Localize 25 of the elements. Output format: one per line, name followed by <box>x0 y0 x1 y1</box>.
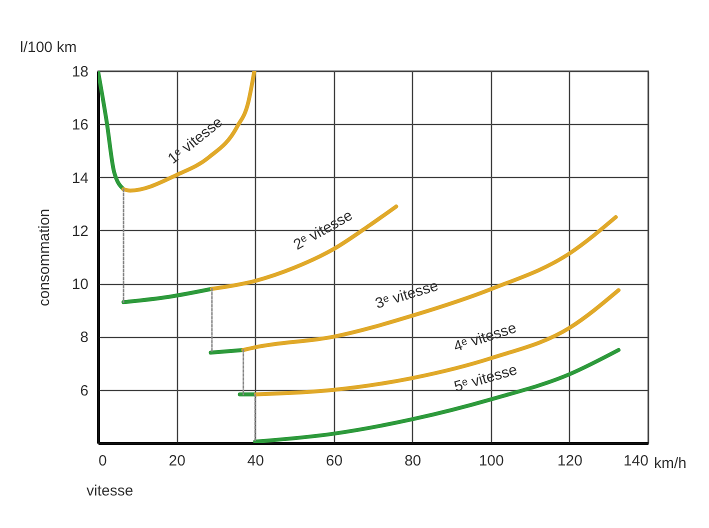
y-axis-title: consommation <box>36 208 53 306</box>
line-series <box>122 71 256 193</box>
y-tick-label: 6 <box>80 382 88 400</box>
text: 5ᵉ vitesse <box>452 361 520 396</box>
x-axis-title: vitesse <box>86 482 134 500</box>
x-tick-label: 80 <box>404 452 422 470</box>
line-series <box>98 71 126 192</box>
text: 4ᵉ vitesse <box>452 320 519 356</box>
x-tick-label: 20 <box>168 452 186 470</box>
x-tick-label: 100 <box>478 452 504 470</box>
x-tick-label: 120 <box>557 452 582 470</box>
x-tick-label: 60 <box>326 452 343 470</box>
y-tick-label: 12 <box>72 222 88 240</box>
y-tick-label: 14 <box>72 170 88 187</box>
y-tick-label: 8 <box>80 329 88 346</box>
text: l/100 km <box>20 39 77 56</box>
text: 3ᵉ vitesse <box>373 277 440 312</box>
y-tick-label: 16 <box>72 116 88 134</box>
x-tick-label: 0 <box>98 452 107 470</box>
x-tick-label: 140 <box>623 452 648 470</box>
line-series <box>253 348 621 443</box>
y-tick-label: 10 <box>72 276 88 294</box>
y-tick-label: 18 <box>72 64 88 80</box>
x-tick-label: 40 <box>247 452 264 470</box>
text: km/h <box>654 455 687 472</box>
